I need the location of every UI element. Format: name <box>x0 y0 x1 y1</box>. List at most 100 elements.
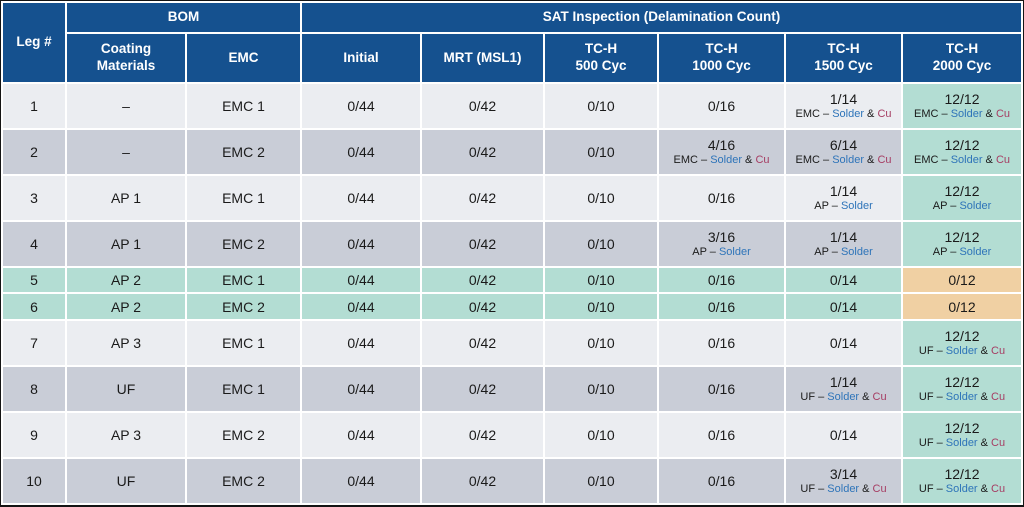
result-cell: 0/44 <box>300 292 422 321</box>
leg-number-cell: 8 <box>1 364 67 413</box>
delamination-location-label: AP – Solder <box>692 246 751 259</box>
result-cell: 0/42 <box>420 81 545 131</box>
result-cell: 0/44 <box>300 81 422 131</box>
result-cell: 0/42 <box>420 364 545 413</box>
table-row: 6 AP 2 EMC 2 0/44 0/42 0/10 0/16 0/14 0/12 <box>1 292 1023 321</box>
result-cell: 0/14 <box>784 410 903 459</box>
leg-number-cell: 1 <box>1 81 67 131</box>
table-row: 8 UF EMC 1 0/44 0/42 0/10 0/16 1/14 UF – Solder … <box>1 364 1023 413</box>
result-cell: – <box>65 81 187 131</box>
result-cell: 0/10 <box>543 410 659 459</box>
leg-number-cell: 5 <box>1 266 67 295</box>
result-cell: 1/14 AP – Solder <box>784 220 903 269</box>
delamination-location-label: EMC – Solder & Cu <box>914 154 1010 167</box>
leg-number-cell: 9 <box>1 410 67 459</box>
result-cell: 0/44 <box>300 318 422 367</box>
result-cell: EMC 2 <box>185 220 302 269</box>
delamination-location-label: AP – Solder <box>932 200 992 213</box>
result-cell: 12/12 UF – Solder & Cu <box>901 364 1023 413</box>
result-cell: 0/14 <box>784 318 903 367</box>
result-cell: AP 3 <box>65 410 187 459</box>
delamination-location-label: AP – Solder <box>932 246 992 259</box>
result-cell: 4/16 EMC – Solder & Cu <box>657 128 786 177</box>
result-cell: 0/16 <box>657 456 786 506</box>
header-sat-inspection-group: SAT Inspection (Delamination Count) <box>300 1 1023 34</box>
result-cell: 0/12 <box>901 292 1023 321</box>
delamination-location-label: UF – Solder & Cu <box>918 344 1006 357</box>
delamination-location-label: UF – Solder & Cu <box>918 437 1006 450</box>
result-cell: 1/14 AP – Solder <box>784 174 903 223</box>
leg-number-cell: 6 <box>1 292 67 321</box>
result-cell: 0/10 <box>543 220 659 269</box>
table-row: 1– EMC 1 0/44 0/42 0/10 0/16 1/14 EMC – Solder … <box>1 81 1023 131</box>
result-cell: 0/42 <box>420 128 545 177</box>
delamination-location-label: UF – Solder & Cu <box>800 483 887 496</box>
result-cell: 0/16 <box>657 364 786 413</box>
result-cell: 0/42 <box>420 220 545 269</box>
leg-number-cell: 10 <box>1 456 67 506</box>
result-cell: 0/44 <box>300 266 422 295</box>
result-cell: 12/12 AP – Solder <box>901 220 1023 269</box>
table-row: 2– EMC 2 0/44 0/42 0/10 4/16 EMC – Solder & Cu… <box>1 128 1023 177</box>
leg-number-cell: 7 <box>1 318 67 367</box>
column-header: TC-H 2000 Cyc <box>901 32 1023 84</box>
delamination-location-label: UF – Solder & Cu <box>918 390 1006 403</box>
leg-number-cell: 2 <box>1 128 67 177</box>
result-cell: EMC 1 <box>185 364 302 413</box>
header-leg-number: Leg # <box>1 1 67 84</box>
result-cell: 0/16 <box>657 266 786 295</box>
result-cell: UF <box>65 456 187 506</box>
column-header: TC-H 1000 Cyc <box>657 32 786 84</box>
result-cell: 12/12 UF – Solder & Cu <box>901 318 1023 367</box>
result-cell: 12/12 EMC – Solder & Cu <box>901 128 1023 177</box>
result-cell: 0/10 <box>543 292 659 321</box>
result-cell: AP 1 <box>65 220 187 269</box>
result-cell: 3/14 UF – Solder & Cu <box>784 456 903 506</box>
result-cell: 1/14 EMC – Solder & Cu <box>784 81 903 131</box>
column-header: Initial <box>300 32 422 84</box>
result-cell: 0/16 <box>657 410 786 459</box>
result-cell: 0/44 <box>300 174 422 223</box>
delamination-location-label: UF – Solder & Cu <box>918 483 1006 496</box>
result-cell: 0/42 <box>420 456 545 506</box>
result-cell: EMC 1 <box>185 318 302 367</box>
result-cell: 0/10 <box>543 174 659 223</box>
result-cell: 0/42 <box>420 318 545 367</box>
result-cell: 0/14 <box>784 292 903 321</box>
table-row: 3 AP 1 EMC 1 0/44 0/42 0/10 0/16 1/14 AP – Solde… <box>1 174 1023 223</box>
result-cell: 0/42 <box>420 266 545 295</box>
column-header: EMC <box>185 32 302 84</box>
delamination-location-label: EMC – Solder & Cu <box>673 154 770 167</box>
result-cell: 0/44 <box>300 456 422 506</box>
result-cell: 0/10 <box>543 364 659 413</box>
result-cell: 0/42 <box>420 410 545 459</box>
column-header: MRT (MSL1) <box>420 32 545 84</box>
result-cell: EMC 2 <box>185 292 302 321</box>
result-cell: 0/42 <box>420 292 545 321</box>
result-cell: 0/16 <box>657 81 786 131</box>
result-cell: EMC 1 <box>185 81 302 131</box>
result-cell: 3/16 AP – Solder <box>657 220 786 269</box>
result-cell: 12/12 EMC – Solder & Cu <box>901 81 1023 131</box>
result-cell: 0/42 <box>420 174 545 223</box>
column-header: Coating Materials <box>65 32 187 84</box>
result-cell: AP 1 <box>65 174 187 223</box>
result-cell: 0/44 <box>300 128 422 177</box>
delamination-location-label: EMC – Solder & Cu <box>914 108 1010 121</box>
table-row: 5 AP 2 EMC 1 0/44 0/42 0/10 0/16 0/14 0/12 <box>1 266 1023 295</box>
result-cell: UF <box>65 364 187 413</box>
result-cell: AP 2 <box>65 292 187 321</box>
table-row: 7 AP 3 EMC 1 0/44 0/42 0/10 0/16 0/14 12/12 UF – … <box>1 318 1023 367</box>
leg-number-cell: 3 <box>1 174 67 223</box>
leg-number-cell: 4 <box>1 220 67 269</box>
result-cell: EMC 2 <box>185 456 302 506</box>
result-cell: 1/14 UF – Solder & Cu <box>784 364 903 413</box>
result-cell: 0/10 <box>543 318 659 367</box>
table-row: 10 UF EMC 2 0/44 0/42 0/10 0/16 3/14 UF – Solder… <box>1 456 1023 506</box>
result-cell: 0/44 <box>300 364 422 413</box>
result-cell: 0/10 <box>543 81 659 131</box>
result-cell: 0/12 <box>901 266 1023 295</box>
result-cell: 0/10 <box>543 266 659 295</box>
delamination-location-label: EMC – Solder & Cu <box>795 108 892 121</box>
